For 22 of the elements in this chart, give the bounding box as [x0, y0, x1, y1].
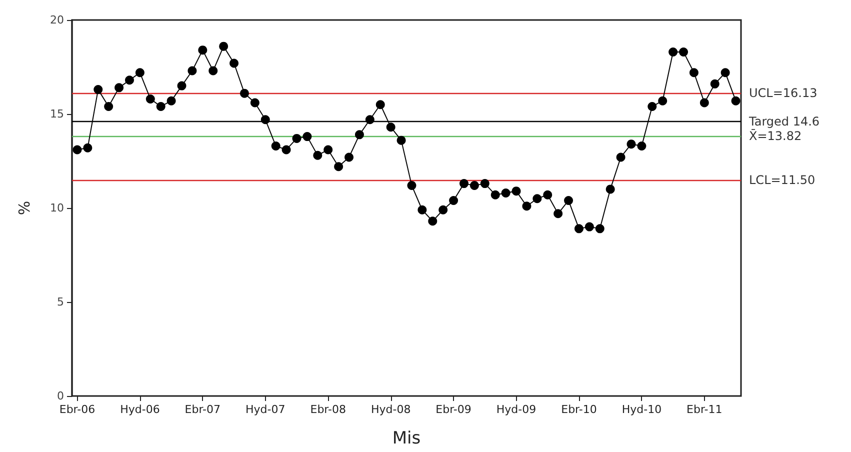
y-tick-label: 5 — [57, 296, 64, 308]
x-tick-label: Hyd-06 — [120, 403, 160, 416]
y-axis-title: % — [16, 200, 34, 216]
x-tick-label: Ebr-10 — [561, 403, 597, 416]
y-tick-label: 20 — [50, 14, 64, 26]
x-axis-title: Mis — [392, 428, 421, 448]
x-tick-label: Hyd-08 — [370, 403, 411, 416]
x-tick-label: Ebr-06 — [59, 403, 96, 416]
ref-line-label: UCL=16.13 — [749, 86, 818, 100]
y-tick-label: 10 — [50, 202, 64, 214]
x-tick-label: Ebr-09 — [436, 403, 472, 416]
y-tick-label: 15 — [50, 108, 64, 120]
ref-line-label: LCL=11.50 — [749, 172, 816, 187]
ref-line-label: Targed 14.6 — [748, 114, 820, 129]
ref-line-label: X̄=13.82 — [749, 129, 802, 144]
x-tick-label: Hyd-09 — [496, 403, 536, 416]
x-tick-label: Ebr-07 — [184, 403, 221, 416]
x-tick-label: Hyd-10 — [622, 403, 662, 416]
x-tick-label: Hyd-07 — [246, 403, 286, 416]
x-tick-label: Ebr-11 — [686, 403, 722, 416]
x-tick-label: Ebr-08 — [310, 403, 346, 416]
y-tick-label: 0 — [57, 390, 64, 402]
